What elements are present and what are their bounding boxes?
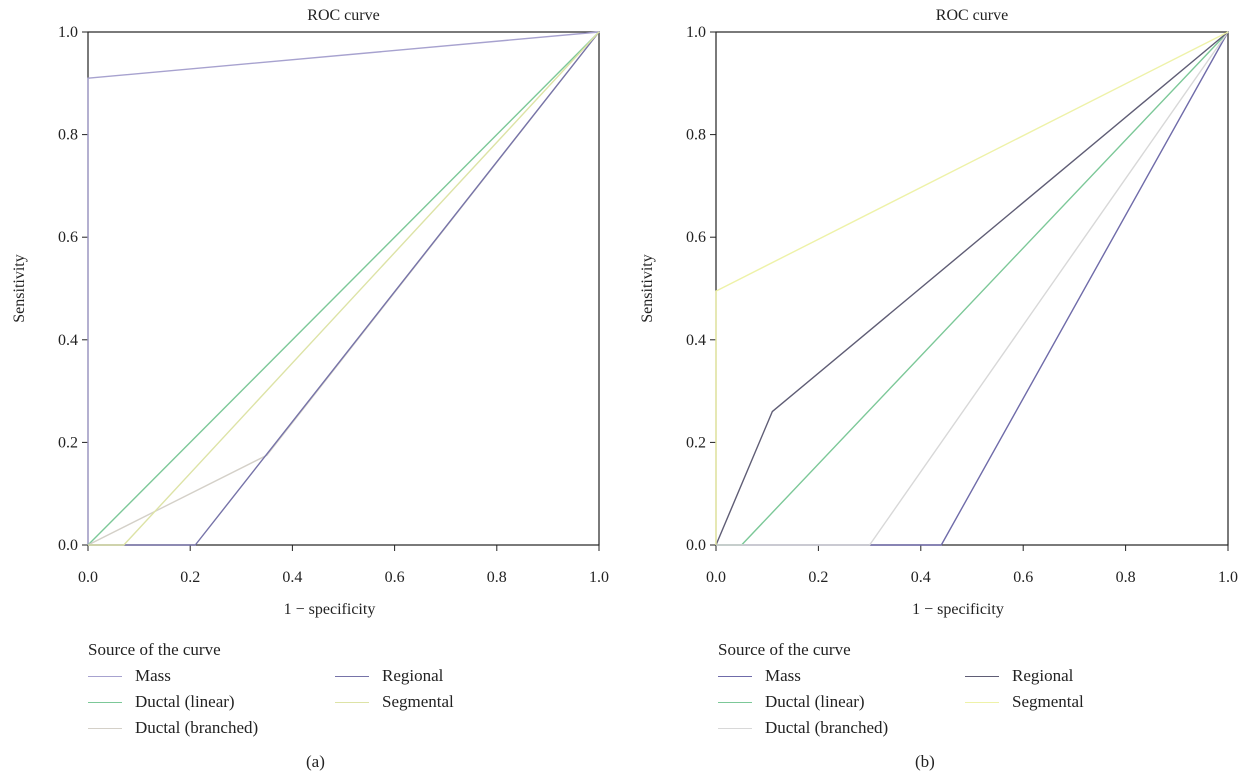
- y-tick-label: 0.8: [686, 127, 706, 144]
- y-tick-label: 0.4: [58, 332, 78, 349]
- series-line-ductal-linear: [87, 31, 600, 546]
- x-tick-label: 0.0: [78, 569, 98, 586]
- x-tick-label: 0.0: [706, 569, 726, 586]
- legend-swatch: [335, 701, 369, 703]
- x-tick-label: 0.4: [911, 569, 931, 586]
- y-tick-label: 1.0: [58, 24, 78, 41]
- panel-label: (b): [915, 752, 935, 771]
- legend-label: Segmental: [382, 692, 454, 711]
- x-tick-label: 0.2: [808, 569, 828, 586]
- legend-item: Regional: [335, 666, 443, 686]
- roc-chart-b: ROC curve 0.0 0.2 0.4 0.6 0.8 1.0 0.0 0.2 0.4 0.6 0…: [639, 7, 1238, 618]
- chart-title: ROC curve: [307, 7, 379, 24]
- legend-label: Ductal (branched): [135, 718, 259, 737]
- x-tick-label: 0.6: [385, 569, 405, 586]
- y-axis-label: Sensitivity: [11, 254, 28, 322]
- y-axis-label: Sensitivity: [639, 254, 656, 322]
- legend-b: Source of the curve Mass Ductal (linear) Du…: [630, 0, 1249, 782]
- legend-item: Ductal (branched): [88, 718, 258, 738]
- y-tick-label: 0.0: [58, 537, 78, 554]
- legend-label: Segmental: [1012, 692, 1084, 711]
- y-tick-label: 0.2: [686, 434, 706, 451]
- y-tick-label: 1.0: [686, 24, 706, 41]
- legend-item: Segmental: [965, 692, 1084, 712]
- legend-swatch: [718, 675, 752, 677]
- legend-item: Ductal (branched): [718, 718, 888, 738]
- series-line-mass: [87, 31, 600, 545]
- legend-swatch: [88, 727, 122, 729]
- y-tick-label: 0.4: [686, 332, 706, 349]
- legend-item: Mass: [718, 666, 801, 686]
- legend-item: Mass: [88, 666, 171, 686]
- panel-label: (a): [306, 752, 325, 771]
- legend-swatch: [965, 675, 999, 677]
- x-axis-label: 1 − specificity: [284, 601, 376, 618]
- legend-title: Source of the curve: [88, 640, 221, 659]
- series-line-segmental: [88, 31, 600, 546]
- x-tick-label: 0.8: [1116, 569, 1136, 586]
- x-tick-label: 0.6: [1013, 569, 1033, 586]
- legend-swatch: [718, 727, 752, 729]
- legend-item: Segmental: [335, 692, 454, 712]
- y-tick-label: 0.0: [686, 537, 706, 554]
- x-tick-label: 0.8: [487, 569, 507, 586]
- x-axis-label: 1 − specificity: [912, 601, 1004, 618]
- legend-swatch: [335, 675, 369, 677]
- legend-swatch: [718, 701, 752, 703]
- x-tick-label: 1.0: [589, 569, 609, 586]
- legend-label: Regional: [382, 666, 444, 685]
- series-line-regional: [715, 31, 1229, 546]
- plot-frame: [715, 31, 1229, 546]
- legend-a: Source of the curve Mass Ductal (linear) Du…: [0, 0, 620, 782]
- roc-chart-a: ROC curve 0.0 0.2 0.4 0.6 0.8 1.0 0.0 0.2 0.4 0.6 0…: [11, 7, 609, 618]
- legend-swatch: [965, 701, 999, 703]
- x-tick-label: 0.4: [282, 569, 302, 586]
- legend-title: Source of the curve: [718, 640, 851, 659]
- x-tick-label: 1.0: [1218, 569, 1238, 586]
- y-tick-label: 0.8: [58, 127, 78, 144]
- legend-label: Mass: [135, 666, 171, 685]
- legend-swatch: [88, 675, 122, 677]
- series-line-ductal-branched: [716, 31, 1229, 546]
- legend-label: Ductal (linear): [765, 692, 865, 711]
- x-tick-label: 0.2: [180, 569, 200, 586]
- legend-label: Ductal (linear): [135, 692, 235, 711]
- y-tick-label: 0.2: [58, 434, 78, 451]
- legend-label: Mass: [765, 666, 801, 685]
- legend-label: Regional: [1012, 666, 1074, 685]
- legend-swatch: [88, 701, 122, 703]
- y-tick-label: 0.6: [58, 229, 78, 246]
- chart-title: ROC curve: [936, 7, 1008, 24]
- y-tick-label: 0.6: [686, 229, 706, 246]
- series-line-segmental: [715, 31, 1229, 545]
- legend-item: Ductal (linear): [718, 692, 865, 712]
- legend-item: Regional: [965, 666, 1073, 686]
- legend-label: Ductal (branched): [765, 718, 889, 737]
- legend-item: Ductal (linear): [88, 692, 235, 712]
